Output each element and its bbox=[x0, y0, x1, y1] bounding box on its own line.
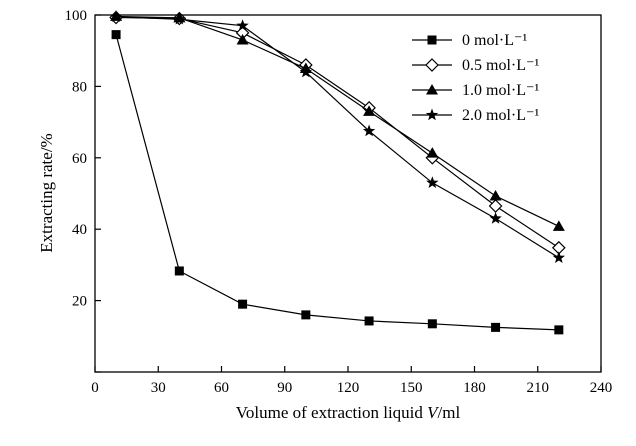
y-axis: 20 40 60 80 100 bbox=[65, 8, 101, 373]
data-point bbox=[301, 310, 311, 320]
data-point bbox=[552, 220, 565, 231]
x-tick-label: 30 bbox=[151, 380, 166, 396]
data-point bbox=[173, 12, 186, 25]
data-point bbox=[236, 19, 249, 31]
x-tick-label: 0 bbox=[91, 380, 99, 396]
series-layer bbox=[109, 10, 566, 335]
data-point bbox=[364, 316, 374, 326]
series-line bbox=[116, 16, 560, 249]
x-axis: 0 30 60 90 120 150 180 210 240 bbox=[91, 366, 612, 396]
legend-marker bbox=[427, 35, 437, 45]
legend-label: 1.0 mol·L⁻¹ bbox=[462, 82, 539, 99]
x-tick-label: 180 bbox=[463, 380, 486, 396]
y-tick-label: 60 bbox=[72, 151, 87, 167]
legend-label: 2.0 mol·L⁻¹ bbox=[462, 107, 539, 124]
data-point bbox=[427, 319, 437, 329]
series-3 bbox=[109, 10, 566, 264]
legend: 0 mol·L⁻¹ 0.5 mol·L⁻¹ 1.0 mol·L⁻¹ 2.0 mol·L… bbox=[412, 32, 539, 124]
data-point bbox=[554, 325, 564, 335]
x-tick-label: 240 bbox=[590, 380, 613, 396]
legend-marker bbox=[426, 84, 438, 95]
x-tick-label: 150 bbox=[400, 380, 423, 396]
y-tick-label: 20 bbox=[72, 294, 87, 310]
data-point bbox=[489, 189, 502, 201]
y-tick-label: 40 bbox=[72, 222, 87, 238]
data-point bbox=[362, 124, 376, 137]
legend-label: 0.5 mol·L⁻¹ bbox=[462, 57, 539, 74]
series-line bbox=[116, 15, 560, 227]
y-tick-label: 80 bbox=[72, 79, 87, 95]
series-0 bbox=[111, 30, 564, 335]
data-point bbox=[299, 65, 313, 78]
x-tick-label: 210 bbox=[527, 380, 550, 396]
legend-marker bbox=[425, 58, 439, 72]
x-tick-label: 90 bbox=[277, 380, 292, 396]
data-point bbox=[426, 176, 439, 189]
legend-label: 0 mol·L⁻¹ bbox=[462, 32, 527, 49]
x-tick-label: 60 bbox=[214, 380, 229, 396]
data-point bbox=[552, 251, 566, 264]
series-line bbox=[116, 16, 560, 259]
data-point bbox=[489, 211, 502, 224]
data-point bbox=[109, 10, 123, 23]
x-tick-label: 120 bbox=[337, 380, 360, 396]
data-point bbox=[491, 322, 501, 332]
data-point bbox=[426, 147, 439, 158]
y-tick-label: 100 bbox=[65, 8, 88, 24]
data-point bbox=[111, 30, 121, 40]
data-point bbox=[236, 33, 249, 45]
x-axis-label: Volume of extraction liquid V/ml bbox=[236, 403, 461, 422]
data-point bbox=[174, 266, 184, 276]
data-point bbox=[238, 299, 248, 309]
legend-marker bbox=[425, 108, 439, 121]
series-line bbox=[115, 34, 559, 331]
y-axis-label: Extracting rate/% bbox=[37, 133, 56, 252]
data-point bbox=[363, 105, 376, 116]
data-point bbox=[488, 199, 503, 213]
